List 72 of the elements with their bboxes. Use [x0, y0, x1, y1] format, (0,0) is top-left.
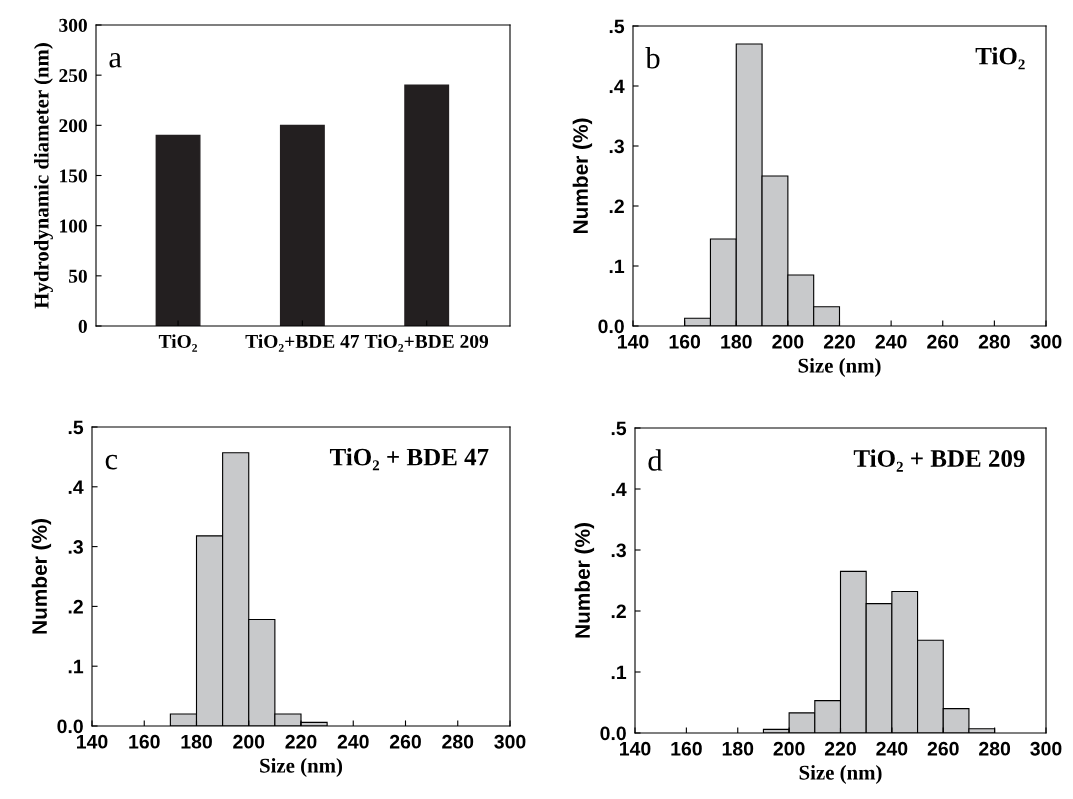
x-tick-label: 300: [1030, 334, 1062, 349]
x-tick-label: 240: [337, 734, 369, 749]
x-tick-label: TiO₂: [158, 334, 198, 352]
x-tick-label: 160: [671, 741, 702, 756]
annotation: c: [105, 454, 118, 470]
bar: [155, 134, 201, 326]
x-tick-label: 180: [722, 741, 754, 756]
annotation: TiO₂ + BDE 47: [329, 447, 489, 471]
x-tick-label: 260: [389, 734, 421, 749]
x-tick-label: 160: [129, 734, 160, 749]
y-tick-label: .4: [611, 482, 627, 497]
y-tick-label: .3: [611, 543, 626, 558]
annotation: TiO₂: [975, 47, 1025, 70]
y-tick-label: .5: [611, 421, 627, 436]
y-tick-label: .1: [609, 259, 625, 274]
x-tick-label: 140: [620, 741, 651, 756]
y-axis-title: Number (%): [31, 519, 52, 634]
x-axis-title: Size (nm): [798, 358, 881, 377]
y-tick-label: 50: [69, 269, 87, 283]
y-tick-label: .5: [609, 19, 625, 34]
y-axis-title: Hydrodynamic diameter (nm): [33, 43, 53, 309]
y-tick-label: .2: [68, 599, 83, 614]
y-tick-label: 300: [59, 18, 87, 32]
x-tick-label: 280: [978, 334, 1010, 349]
annotation: TiO₂ + BDE 209: [853, 449, 1025, 472]
y-tick-label: .1: [611, 665, 627, 680]
y-axis-title: Number (%): [572, 118, 593, 234]
x-tick-label: 140: [77, 734, 108, 749]
y-tick-label: .2: [609, 199, 624, 214]
x-tick-label: 180: [181, 734, 212, 749]
x-axis-title: Size (nm): [799, 765, 882, 784]
x-tick-label: 180: [721, 334, 752, 349]
bar: [404, 84, 450, 326]
x-tick-label: TiO₂+BDE 209: [364, 334, 489, 352]
y-tick-label: .5: [68, 420, 84, 435]
y-tick-label: .2: [611, 604, 626, 619]
x-tick-label: 300: [1030, 741, 1062, 756]
x-tick-label: 200: [772, 334, 804, 349]
x-tick-label: 160: [669, 334, 701, 349]
x-tick-label: 260: [927, 334, 959, 349]
y-tick-label: .3: [68, 540, 83, 554]
x-tick-label: 240: [875, 334, 907, 349]
x-tick-label: TiO₂+BDE 47: [245, 334, 360, 352]
x-tick-label: 200: [773, 741, 805, 756]
y-tick-label: .4: [609, 79, 625, 94]
annotation: a: [109, 52, 122, 68]
y-tick-label: .4: [68, 480, 84, 494]
y-axis-title: Number (%): [574, 523, 595, 638]
annotation: b: [645, 47, 660, 69]
y-tick-label: 0: [78, 319, 87, 333]
x-tick-label: 300: [494, 734, 526, 749]
x-tick-label: 220: [824, 741, 856, 756]
y-tick-label: .3: [609, 139, 624, 154]
annotation: d: [648, 449, 663, 471]
x-tick-label: 220: [285, 734, 317, 749]
x-axis-title: Size (nm): [260, 758, 343, 777]
y-tick-label: 200: [59, 119, 87, 133]
y-tick-label: 100: [60, 219, 87, 233]
y-tick-label: 0.0: [600, 726, 626, 741]
x-tick-label: 280: [442, 734, 474, 749]
x-tick-label: 200: [233, 734, 265, 749]
y-tick-label: .1: [68, 659, 84, 674]
y-tick-label: 150: [60, 169, 87, 183]
x-tick-label: 240: [876, 741, 908, 756]
y-tick-label: 0.0: [598, 319, 624, 334]
x-tick-label: 140: [618, 334, 649, 349]
y-tick-label: 250: [59, 68, 87, 83]
y-tick-label: 0.0: [57, 719, 83, 734]
x-tick-label: 220: [823, 334, 855, 349]
x-tick-label: 280: [979, 741, 1011, 756]
bar: [279, 124, 325, 326]
x-tick-label: 260: [927, 741, 959, 756]
